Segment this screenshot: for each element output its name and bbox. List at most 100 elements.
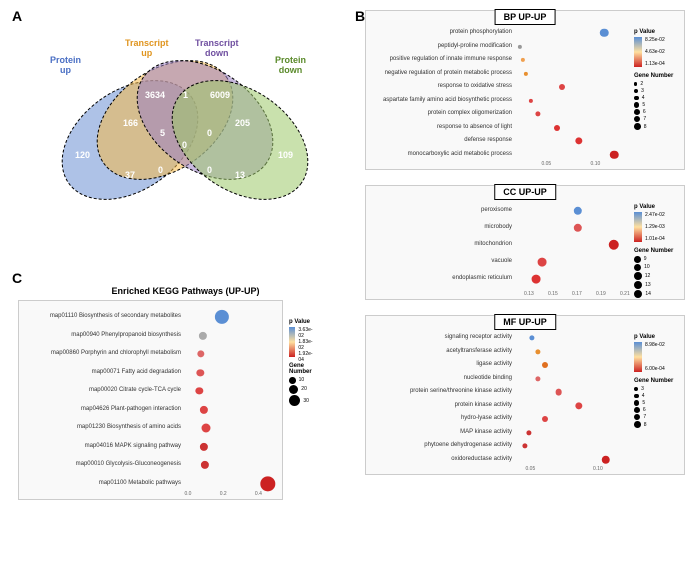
term-label: defense response [368,137,512,143]
term-label: map04016 MAPK signaling pathway [21,443,181,449]
term-label: aspartate family amino acid biosynthetic… [368,97,512,103]
term-label: ligase activity [368,361,512,367]
x-tick: 0.0 [185,491,192,497]
x-tick: 0.21 [620,291,630,297]
venn-n-tutd: 1 [183,90,188,100]
dot-point [575,137,582,144]
x-tick: 0.19 [596,291,606,297]
dot-point [260,476,275,491]
legend-size: Gene Number345678 [634,378,673,429]
term-label: map00020 Citrate cycle-TCA cycle [21,387,181,393]
term-label: protein phosphorylation [368,29,512,35]
venn-n-tu: 3634 [145,90,165,100]
dot-point [536,349,541,354]
panel-b-label: B [355,8,365,24]
term-label: map00071 Fatty acid degradation [21,369,181,375]
dot-point [535,111,540,116]
x-tick: 0.4 [255,491,262,497]
dot-point [526,430,531,435]
x-tick: 0.17 [572,291,582,297]
term-label: mitochondrion [368,241,512,247]
term-label: vacuole [368,258,512,264]
term-label: microbody [368,224,512,230]
dot-point [199,331,207,339]
dot-point [536,376,541,381]
dot-point [555,389,562,396]
legend-pvalue: p Value 3.63e-021.83e-021.92e-04 [289,319,314,357]
dot-point [575,402,582,409]
term-label: response to absence of light [368,124,512,130]
legend-pvalue: p Value 8.98e-026.00e-04 [634,334,665,372]
term-label: map00940 Phenylpropanoid biosynthesis [21,332,181,338]
dot-point [518,44,522,48]
dot-point [529,335,534,340]
dot-point [196,387,203,394]
term-label: protein serine/threonine kinase activity [368,388,512,394]
term-label: map00860 Porphyrin and chlorophyll metab… [21,350,181,356]
venn-label-protein-up: Proteinup [50,55,81,75]
dot-point [215,310,229,324]
venn-n-putd: 37 [125,170,135,180]
dot-point [521,58,525,62]
kegg-title: Enriched KEGG Pathways (UP-UP) [18,286,353,296]
venn-label-transcript-down: Transcriptdown [195,38,239,58]
venn-n-td: 6009 [210,90,230,100]
term-label: peroxisome [368,207,512,213]
bp-title: BP UP-UP [495,9,556,25]
venn-label-protein-down: Proteindown [275,55,306,75]
x-tick: 0.15 [548,291,558,297]
x-tick: 0.05 [526,466,536,472]
legend-pvalue: p Value 8.25e-024.63e-021.13e-04 [634,29,665,67]
dot-point [529,98,533,102]
term-label: response to oxidative stress [368,83,512,89]
term-label: protein kinase activity [368,402,512,408]
dot-point [200,461,208,469]
term-label: oxidoreductase activity [368,456,512,462]
term-label: signaling receptor activity [368,334,512,340]
venn-n-putdpd: 0 [207,165,212,175]
venn-n-pd: 109 [278,150,293,160]
kegg-panel: Enriched KEGG Pathways (UP-UP) map01110 … [18,286,353,500]
x-tick: 0.10 [591,161,601,167]
term-label: endoplasmic reticulum [368,275,512,281]
term-label: protein complex oligomerization [368,110,512,116]
dot-point [554,125,560,131]
dot-point [538,258,547,267]
venn-n-tdpd: 205 [235,118,250,128]
dot-point [200,442,208,450]
legend-size: Gene Number910121314 [634,248,673,299]
dot-point [197,369,204,376]
x-tick: 0.13 [524,291,534,297]
term-label: hydro-lyase activity [368,415,512,421]
term-label: map01100 Metabolic pathways [21,480,181,486]
venn-n-putu: 166 [123,118,138,128]
venn-n-tupd: 13 [235,170,245,180]
venn-n-pu: 120 [75,150,90,160]
dot-point [574,224,582,232]
term-label: map01110 Biosynthesis of secondary metab… [21,313,181,319]
bp-panel: BP UP-UP protein phosphorylation peptidyl… [365,10,685,170]
cc-panel: CC UP-UP peroxisomemicrobodymitochondrio… [365,185,685,300]
x-tick: 0.2 [220,491,227,497]
term-label: negative regulation of protein metabolic… [368,70,512,76]
dot-point [600,29,608,37]
dot-point [202,424,211,433]
legend-size: Gene Number2345678 [634,73,673,131]
x-tick: 0.05 [541,161,551,167]
dot-point [522,443,527,448]
venn-diagram: Proteinup Transcriptup Transcriptdown Pr… [20,20,330,240]
legend-size: Gene Number102030 [289,363,312,407]
venn-n-tutdpd: 0 [207,128,212,138]
dot-point [609,240,619,250]
dot-point [542,362,548,368]
dot-point [197,350,204,357]
term-label: nucleotide binding [368,375,512,381]
dot-point [200,405,208,413]
dot-point [559,84,565,90]
term-label: peptidyl-proline modification [368,43,512,49]
mf-panel: MF UP-UP signaling receptor activityacet… [365,315,685,475]
venn-n-pupd: 0 [182,188,187,198]
term-label: positive regulation of innate immune res… [368,56,512,62]
x-tick: 0.10 [593,466,603,472]
legend-pvalue: p Value 2.47e-021.29e-031.01e-04 [634,204,665,242]
